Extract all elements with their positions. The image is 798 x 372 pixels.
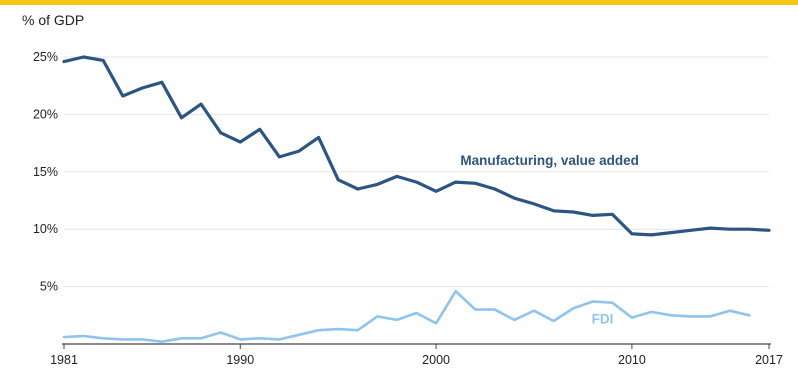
data-point-manufacturing-value-added (376, 183, 379, 186)
data-point-fdi (533, 309, 535, 312)
data-point-manufacturing-value-added (513, 197, 516, 200)
y-tick-label: 15% (33, 165, 58, 179)
series-lines (62, 55, 771, 344)
data-point-fdi (356, 329, 359, 332)
data-point-manufacturing-value-added (474, 182, 477, 185)
x-tick-label: 2000 (422, 353, 450, 367)
data-point-fdi (298, 334, 300, 336)
data-point-manufacturing-value-added (219, 131, 222, 134)
y-tick-label: 10% (33, 222, 58, 236)
data-point-fdi (121, 338, 124, 341)
data-point-fdi (180, 337, 183, 340)
x-tick-label: 2017 (755, 353, 783, 367)
data-point-fdi (141, 338, 144, 341)
data-point-fdi (650, 311, 653, 313)
data-point-manufacturing-value-added (748, 228, 751, 230)
gridlines (64, 56, 769, 288)
data-point-manufacturing-value-added (533, 203, 535, 205)
data-point-manufacturing-value-added (670, 231, 672, 234)
data-point-manufacturing-value-added (689, 229, 692, 232)
y-axis-unit-label: % of GDP (22, 12, 85, 28)
data-point-fdi (415, 312, 418, 314)
data-point-manufacturing-value-added (552, 210, 555, 212)
data-point-manufacturing-value-added (180, 117, 183, 119)
data-point-manufacturing-value-added (572, 211, 574, 213)
data-point-manufacturing-value-added (200, 103, 202, 105)
data-point-fdi (631, 316, 633, 319)
data-point-fdi (82, 335, 85, 337)
data-point-manufacturing-value-added (650, 234, 653, 236)
data-point-manufacturing-value-added (729, 228, 731, 230)
y-tick-label: 20% (33, 107, 58, 121)
data-point-fdi (572, 307, 574, 310)
data-point-manufacturing-value-added (259, 128, 261, 131)
data-point-fdi (219, 331, 222, 334)
series-annotation-manufacturing-value-added: Manufacturing, value added (460, 153, 639, 168)
series-labels: Manufacturing, value added FDI (460, 153, 639, 326)
data-point-manufacturing-value-added (82, 56, 85, 58)
y-tick-label: 25% (33, 50, 58, 64)
data-point-fdi (278, 338, 281, 341)
x-tick-label: 2010 (618, 353, 646, 367)
data-point-fdi (376, 315, 379, 318)
data-point-fdi (259, 337, 261, 340)
data-point-fdi (63, 336, 65, 338)
data-point-manufacturing-value-added (317, 136, 320, 139)
data-point-fdi (709, 315, 712, 318)
data-point-fdi (552, 320, 555, 322)
data-point-fdi (513, 319, 516, 321)
data-point-fdi (102, 337, 104, 340)
data-point-manufacturing-value-added (63, 60, 65, 63)
series-line-manufacturing-value-added (62, 55, 771, 237)
x-tick-label: 1990 (226, 353, 254, 367)
data-point-manufacturing-value-added (415, 181, 418, 183)
data-point-fdi (748, 314, 751, 317)
data-point-manufacturing-value-added (239, 141, 242, 143)
data-point-manufacturing-value-added (337, 179, 339, 181)
series-annotation-fdi: FDI (592, 311, 614, 326)
data-point-manufacturing-value-added (591, 214, 594, 217)
data-point-manufacturing-value-added (102, 59, 104, 62)
data-point-manufacturing-value-added (141, 87, 144, 89)
data-point-manufacturing-value-added (435, 190, 437, 193)
data-point-manufacturing-value-added (454, 181, 457, 183)
data-point-manufacturing-value-added (631, 232, 633, 235)
data-point-fdi (494, 308, 496, 311)
data-point-manufacturing-value-added (494, 188, 496, 190)
data-point-fdi (396, 319, 398, 321)
data-point-fdi (729, 309, 731, 312)
data-point-manufacturing-value-added (611, 213, 614, 216)
x-tick-label: 1981 (50, 353, 78, 367)
data-point-fdi (591, 300, 594, 303)
data-point-manufacturing-value-added (356, 188, 359, 190)
data-point-fdi (670, 314, 672, 317)
series-line-fdi (62, 289, 751, 344)
data-point-manufacturing-value-added (768, 229, 770, 232)
accent-top-bar (0, 0, 798, 5)
data-point-manufacturing-value-added (121, 95, 124, 97)
data-point-fdi (454, 290, 457, 292)
data-point-fdi (337, 328, 339, 330)
data-point-manufacturing-value-added (278, 156, 281, 158)
data-point-fdi (474, 308, 477, 311)
data-point-fdi (435, 322, 437, 325)
data-point-fdi (239, 338, 242, 341)
data-point-fdi (317, 329, 320, 332)
data-point-manufacturing-value-added (396, 175, 398, 178)
data-point-manufacturing-value-added (298, 150, 300, 152)
data-point-fdi (200, 337, 202, 340)
data-point-fdi (161, 340, 163, 343)
data-point-fdi (611, 301, 614, 304)
data-point-fdi (689, 315, 692, 318)
y-tick-label: 5% (40, 280, 58, 294)
axes: 5% 10% 15% 20% 25% 1981 1990 2000 2010 2017 (33, 50, 783, 367)
data-point-manufacturing-value-added (161, 81, 163, 84)
data-point-manufacturing-value-added (709, 227, 712, 229)
